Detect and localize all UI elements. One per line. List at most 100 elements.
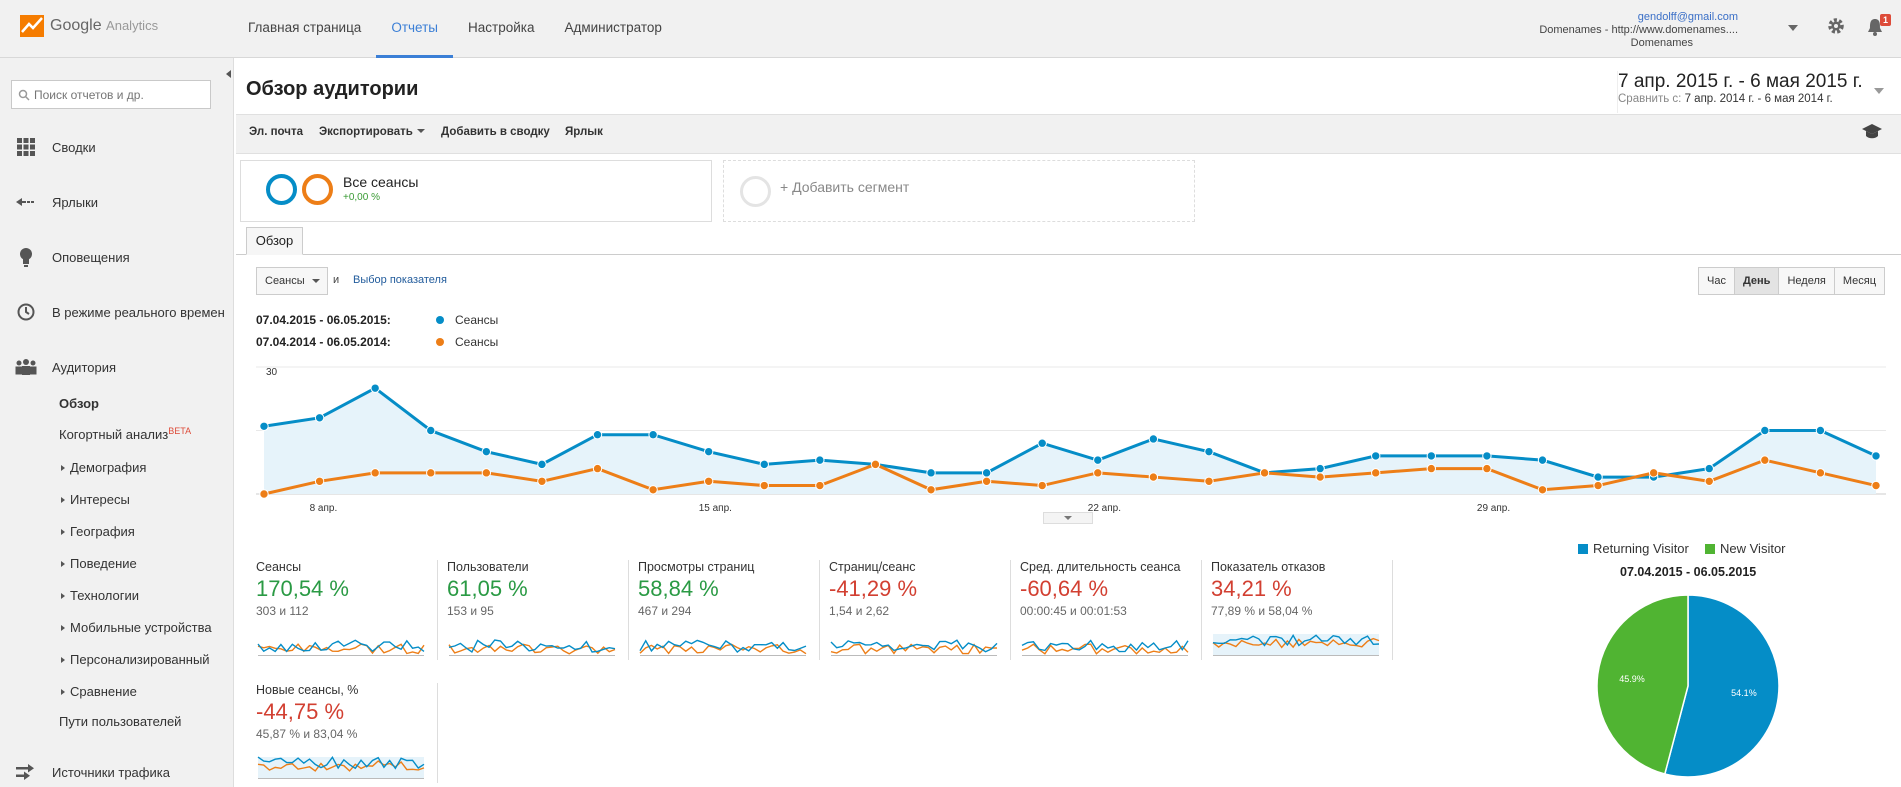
email-button[interactable]: Эл. почта: [249, 126, 303, 138]
logo[interactable]: Google Analytics: [20, 15, 158, 37]
data-point[interactable]: [815, 455, 825, 465]
data-point[interactable]: [1315, 472, 1325, 482]
sidebar-item-shortcuts[interactable]: Ярлыки: [0, 187, 98, 217]
granularity-2[interactable]: Неделя: [1779, 268, 1835, 294]
data-point[interactable]: [1537, 485, 1548, 495]
metric-card[interactable]: Сред. длительность сеанса -60,64 % 00:00:4…: [1020, 560, 1200, 618]
report-search[interactable]: [11, 80, 211, 109]
data-point[interactable]: [426, 425, 436, 436]
data-point[interactable]: [648, 485, 658, 495]
metric-card[interactable]: Просмотры страниц 58,84 % 467 и 294: [638, 560, 818, 618]
nav-home[interactable]: Главная страница: [248, 20, 362, 35]
sidebar-sub-mobile[interactable]: Мобильные устройства: [61, 620, 212, 635]
sidebar-item-alerts[interactable]: Оповещения: [0, 242, 130, 272]
data-point[interactable]: [1037, 438, 1047, 448]
metric-card[interactable]: Пользователи 61,05 % 153 и 95: [447, 560, 627, 618]
sidebar-item-audience[interactable]: Аудитория: [0, 352, 116, 382]
sidebar-collapse-button[interactable]: [224, 58, 234, 787]
data-point[interactable]: [1037, 480, 1047, 491]
visitor-type-pie-chart[interactable]: 54.1% 45.9%: [1595, 593, 1781, 779]
data-point[interactable]: [426, 468, 436, 478]
data-point[interactable]: [1259, 468, 1270, 478]
data-point[interactable]: [1537, 455, 1548, 465]
sidebar-item-realtime[interactable]: В режиме реального времен: [0, 297, 225, 327]
data-point[interactable]: [537, 459, 547, 470]
data-point[interactable]: [259, 421, 269, 431]
sidebar-sub-geo[interactable]: География: [61, 524, 135, 539]
sidebar-sub-cohort[interactable]: Когортный анализBETA: [59, 426, 191, 442]
data-point[interactable]: [1760, 425, 1770, 436]
data-point[interactable]: [703, 446, 714, 457]
shortcut-button[interactable]: Ярлык: [565, 126, 603, 138]
chevron-down-icon[interactable]: [1874, 88, 1884, 94]
data-point[interactable]: [1593, 480, 1603, 491]
account-dropdown-icon[interactable]: [1788, 25, 1798, 31]
data-point[interactable]: [370, 468, 380, 478]
data-point[interactable]: [1760, 455, 1770, 465]
sidebar-sub-behavior[interactable]: Поведение: [61, 556, 137, 571]
granularity-3[interactable]: Месяц: [1834, 268, 1884, 294]
data-point[interactable]: [981, 468, 992, 478]
data-point[interactable]: [926, 485, 936, 495]
data-point[interactable]: [1148, 434, 1159, 444]
data-point[interactable]: [703, 476, 714, 487]
metric-select[interactable]: Сеансы: [256, 267, 328, 295]
data-point[interactable]: [1815, 425, 1826, 436]
sidebar-sub-interests[interactable]: Интересы: [61, 492, 130, 507]
data-point[interactable]: [1426, 463, 1437, 474]
date-range-picker[interactable]: 7 апр. 2015 г. - 6 мая 2015 г. Сравнить …: [1617, 71, 1887, 113]
sidebar-sub-benchmarking[interactable]: Сравнение: [61, 684, 137, 699]
metric-card[interactable]: Новые сеансы, % -44,75 % 45,87 % и 83,04 %: [256, 683, 436, 741]
sidebar-item-traffic[interactable]: Источники трафика: [0, 757, 170, 787]
data-point[interactable]: [1648, 468, 1659, 478]
granularity-0[interactable]: Час: [1699, 268, 1735, 294]
data-point[interactable]: [481, 446, 492, 457]
sidebar-sub-demographics[interactable]: Демография: [61, 460, 146, 475]
data-point[interactable]: [1204, 446, 1214, 457]
sidebar-sub-overview[interactable]: Обзор: [59, 396, 99, 411]
chart-expand-button[interactable]: [1043, 512, 1093, 524]
data-point[interactable]: [1426, 451, 1437, 461]
data-point[interactable]: [870, 459, 881, 470]
sidebar-sub-technology[interactable]: Технологии: [61, 588, 139, 603]
graduation-cap-icon[interactable]: [1862, 124, 1882, 140]
sidebar-item-dashboards[interactable]: Сводки: [0, 132, 96, 162]
data-point[interactable]: [1704, 476, 1714, 487]
data-point[interactable]: [314, 476, 325, 487]
pie-slice[interactable]: [1663, 594, 1780, 778]
data-point[interactable]: [1093, 468, 1103, 478]
data-point[interactable]: [1204, 476, 1214, 487]
data-point[interactable]: [1704, 463, 1714, 474]
sessions-line-chart[interactable]: 30158 апр.15 апр.22 апр.29 апр.: [256, 357, 1886, 517]
data-point[interactable]: [370, 383, 380, 393]
nav-admin[interactable]: Администратор: [564, 20, 662, 35]
data-point[interactable]: [815, 480, 825, 491]
data-point[interactable]: [1482, 451, 1492, 461]
data-point[interactable]: [1315, 463, 1325, 474]
metric-card[interactable]: Сеансы 170,54 % 303 и 112: [256, 560, 436, 618]
data-point[interactable]: [537, 476, 547, 487]
search-input[interactable]: [34, 87, 204, 102]
data-point[interactable]: [1371, 468, 1381, 478]
data-point[interactable]: [592, 430, 603, 440]
export-button[interactable]: Экспортировать: [319, 126, 425, 138]
data-point[interactable]: [1148, 472, 1159, 482]
pie-slice[interactable]: [1596, 594, 1689, 775]
data-point[interactable]: [981, 476, 992, 487]
data-point[interactable]: [1482, 463, 1492, 474]
bell-icon[interactable]: [1864, 16, 1886, 38]
metric-card[interactable]: Страниц/сеанс -41,29 % 1,54 и 2,62: [829, 560, 1009, 618]
data-point[interactable]: [1871, 451, 1881, 461]
data-point[interactable]: [1371, 451, 1381, 461]
pick-metric-link[interactable]: Выбор показателя: [353, 274, 447, 286]
sidebar-sub-userflow[interactable]: Пути пользователей: [59, 714, 182, 729]
account-switcher[interactable]: gendolff@gmail.com Domenames - http://ww…: [1539, 11, 1738, 50]
data-point[interactable]: [314, 413, 325, 423]
data-point[interactable]: [759, 480, 769, 491]
granularity-1[interactable]: День: [1734, 268, 1780, 294]
data-point[interactable]: [1093, 455, 1103, 465]
add-segment-button[interactable]: [723, 160, 1195, 222]
data-point[interactable]: [926, 468, 936, 478]
add-to-dashboard-button[interactable]: Добавить в сводку: [441, 126, 550, 138]
gear-icon[interactable]: [1826, 16, 1846, 36]
